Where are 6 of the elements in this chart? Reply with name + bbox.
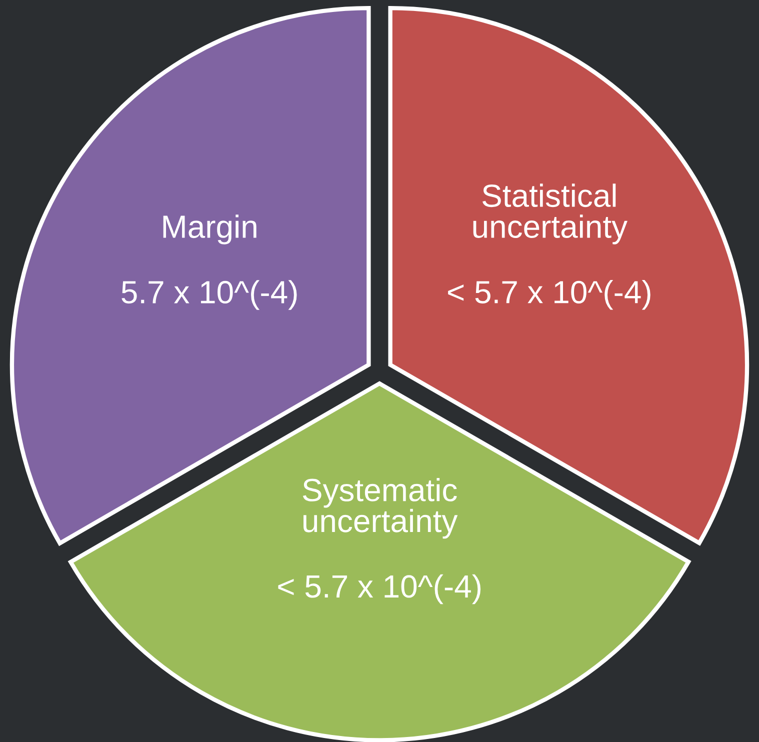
text: < 5.7 x 10^(-4) xyxy=(278,574,481,604)
text: 5.7 x 10^(-4) xyxy=(122,280,297,310)
slice-label: Statistical uncertainty xyxy=(473,184,628,244)
slice-label: Margin xyxy=(163,214,256,244)
slice-label: Systematic uncertainty xyxy=(302,478,458,539)
text: < 5.7 x 10^(-4) xyxy=(448,280,650,310)
